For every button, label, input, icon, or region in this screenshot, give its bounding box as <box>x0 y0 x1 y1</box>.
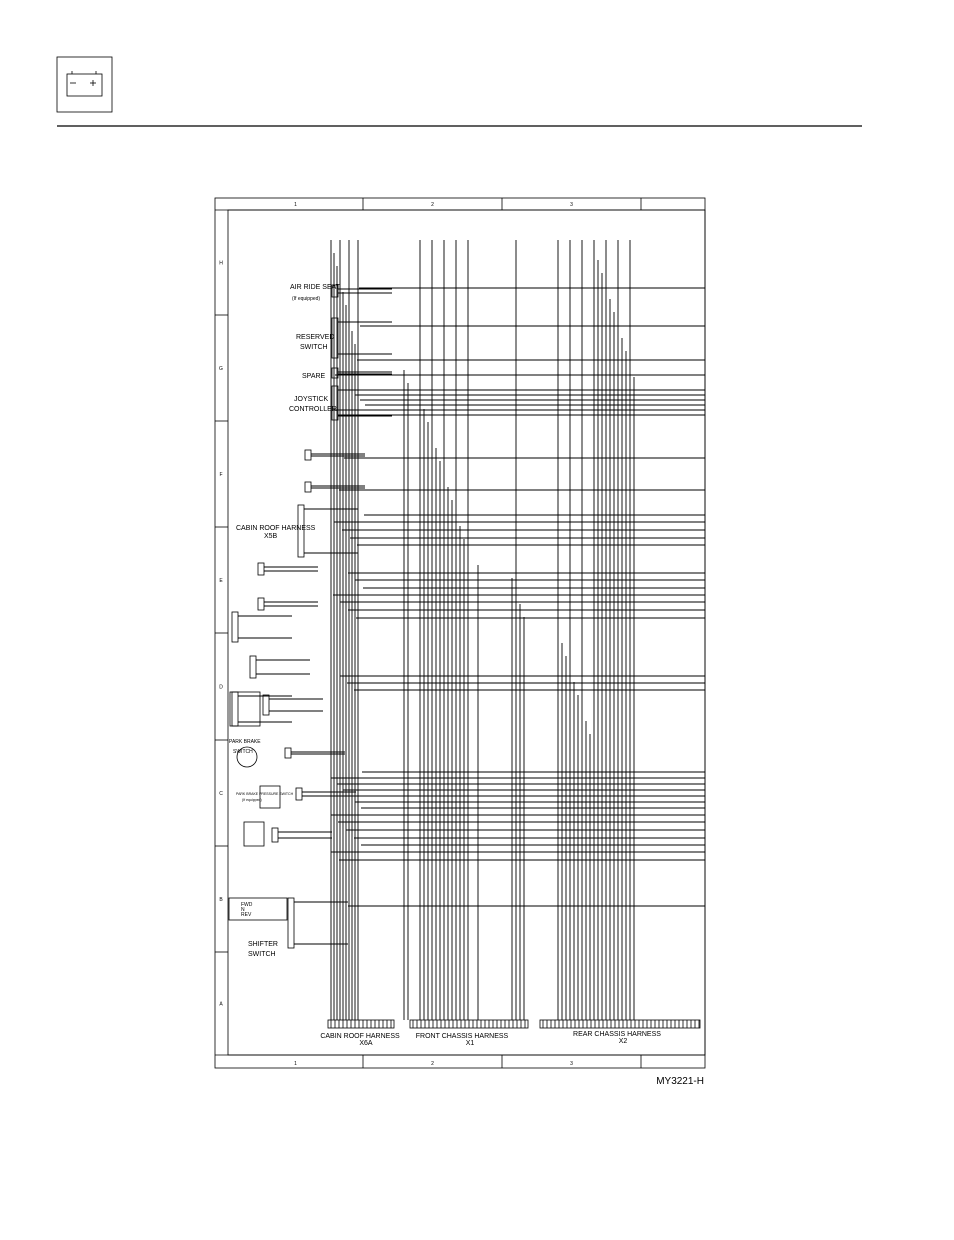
column-label: 2 <box>431 202 434 208</box>
wire <box>291 751 345 755</box>
wire <box>264 566 318 572</box>
component-label: AIR RIDE SEAT <box>290 284 341 291</box>
component-label: CABIN ROOF HARNESS <box>236 525 316 532</box>
harness-connector: X6A <box>359 1040 373 1047</box>
component-label: PARK BRAKE PRESSURE SWITCH <box>236 792 294 796</box>
connector <box>331 385 339 421</box>
connector <box>327 1019 395 1029</box>
connector <box>304 481 312 493</box>
connector <box>539 1019 701 1029</box>
wire <box>256 659 310 675</box>
row-label: H <box>219 261 223 267</box>
component-note: SWITCH <box>248 951 276 958</box>
column-label: 3 <box>570 1061 573 1067</box>
connector <box>257 562 265 576</box>
component-label: JOYSTICK <box>294 396 329 403</box>
wire <box>294 901 348 945</box>
battery-icon <box>66 73 103 97</box>
row-label: D <box>219 685 223 691</box>
component-note: (If equipped) <box>242 798 262 802</box>
connector <box>231 691 239 727</box>
column-label: 1 <box>294 1061 297 1067</box>
component-note: SWITCH <box>300 344 328 351</box>
connector <box>249 655 257 679</box>
connector <box>271 827 279 843</box>
shifter <box>228 897 288 921</box>
connector <box>231 611 239 643</box>
row-label: F <box>219 472 222 478</box>
wire <box>238 615 292 639</box>
figure-id: MY3221-H <box>656 1076 704 1087</box>
harness-name: CABIN ROOF HARNESS <box>320 1033 400 1040</box>
column-label: 1 <box>294 202 297 208</box>
connector <box>287 897 295 949</box>
wire <box>338 389 392 417</box>
shifter-position: N <box>241 907 245 913</box>
wire <box>302 791 356 797</box>
sensor <box>259 785 281 809</box>
wire <box>338 371 392 375</box>
connector <box>262 694 270 716</box>
component-label: RESERVED <box>296 334 334 341</box>
column-label: 3 <box>570 202 573 208</box>
park-brake-switch <box>236 746 258 768</box>
shifter-position: FWD <box>241 902 253 908</box>
connector <box>257 597 265 611</box>
component-label: SPARE <box>302 373 326 380</box>
connector <box>331 284 339 298</box>
component-note: CONTROLLER <box>289 406 337 413</box>
wire <box>238 695 292 723</box>
shifter-position: REV <box>241 912 252 918</box>
component-note: SWITCH <box>233 749 253 755</box>
battery-icon-box <box>56 56 113 113</box>
row-label: G <box>219 366 223 372</box>
wire <box>278 831 332 839</box>
harness-connector: X2 <box>619 1038 628 1045</box>
wire <box>311 453 365 457</box>
column-label: 2 <box>431 1061 434 1067</box>
connector <box>297 504 305 558</box>
row-label: E <box>219 578 223 584</box>
component-label: SHIFTER <box>248 941 278 948</box>
connector <box>331 367 339 379</box>
sensor <box>243 821 265 847</box>
wire <box>338 288 392 294</box>
component-note: X5B <box>264 533 278 540</box>
harness-connector: X1 <box>466 1040 475 1047</box>
row-label: B <box>219 897 223 903</box>
connector <box>284 747 292 759</box>
sensor <box>229 691 261 727</box>
row-label: A <box>219 1002 223 1008</box>
connector <box>304 449 312 461</box>
connector <box>331 317 339 359</box>
wire <box>264 601 318 607</box>
wire <box>338 321 392 355</box>
component-label: PARK BRAKE <box>229 739 261 745</box>
harness-name: FRONT CHASSIS HARNESS <box>416 1033 509 1040</box>
connector <box>295 787 303 801</box>
wire <box>311 485 365 489</box>
wire <box>304 508 358 554</box>
wires <box>228 240 705 1029</box>
row-label: C <box>219 791 223 797</box>
component-note: (If equipped) <box>292 296 320 302</box>
wire <box>269 698 323 712</box>
labels: AIR RIDE SEAT (If equipped) RESERVED SWI… <box>229 284 704 1087</box>
harness-name: REAR CHASSIS HARNESS <box>573 1031 661 1038</box>
